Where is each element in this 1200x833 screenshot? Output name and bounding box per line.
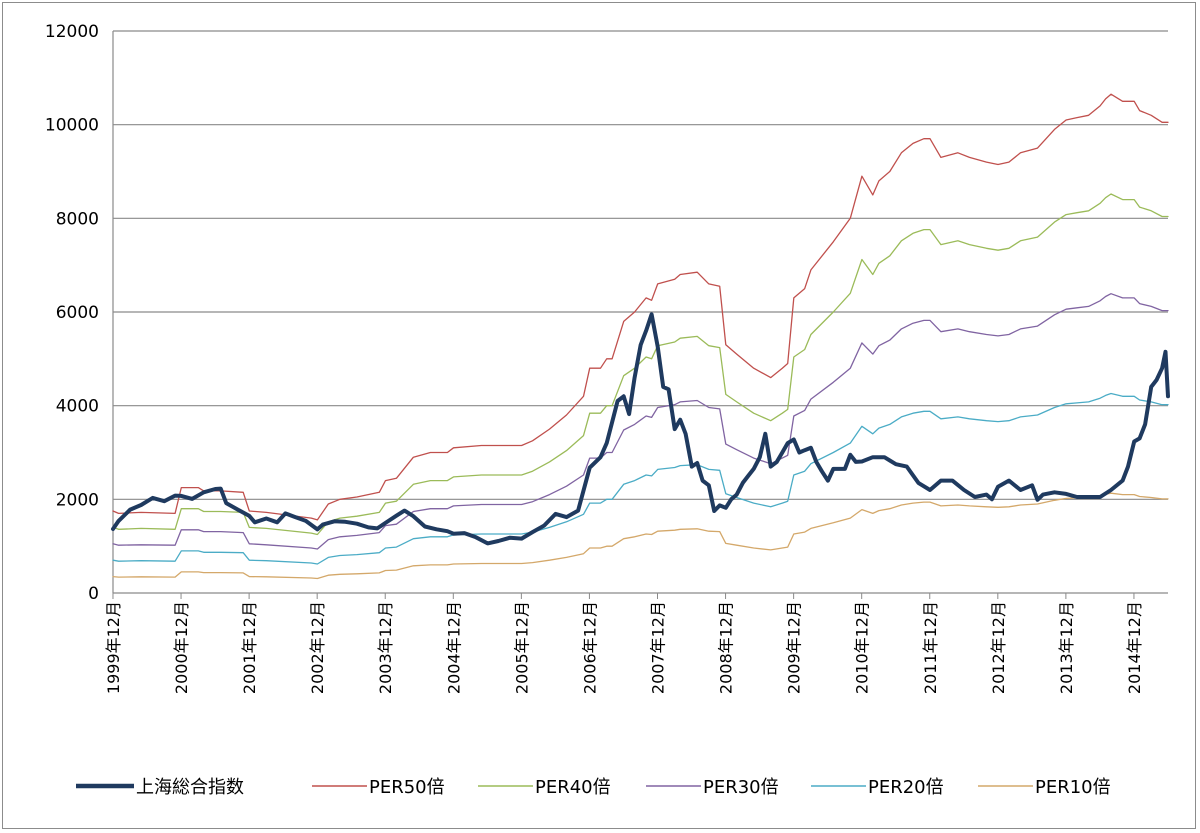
series-line-3	[112, 293, 1169, 550]
series-line-1	[112, 93, 1169, 521]
series-line-5	[112, 492, 1169, 580]
y-tick-label: 4000	[56, 397, 99, 417]
gridlines	[113, 30, 1168, 500]
y-tick-label: 0	[88, 584, 99, 604]
y-tick-label: 6000	[56, 303, 99, 323]
legend: 上海総合指数 PER50倍 PER40倍 PER30倍 PER20倍 PER10倍	[76, 777, 1111, 798]
x-tick-label: 2011年12月	[921, 601, 940, 694]
x-tick-label: 2005年12月	[512, 601, 531, 694]
x-tick-label: 2007年12月	[648, 601, 667, 694]
legend-label-3: PER30倍	[703, 777, 779, 798]
x-tick-label: 2000年12月	[172, 601, 191, 694]
y-tick-label: 2000	[56, 490, 99, 510]
legend-label-2: PER40倍	[535, 777, 611, 798]
y-axis-tick-labels: 0 2000 4000 6000 8000 10000 12000	[45, 22, 99, 604]
y-tick-label: 10000	[45, 116, 99, 136]
x-tick-label: 2002年12月	[308, 601, 327, 694]
x-tick-label: 2012年12月	[989, 601, 1008, 694]
x-axis-tick-labels: 1999年12月 2000年12月 2001年12月 2002年12月 2003年12月…	[104, 601, 1144, 694]
x-tick-label: 1999年12月	[104, 601, 123, 694]
x-tick-label: 2004年12月	[444, 601, 463, 694]
series-line-2	[112, 193, 1169, 536]
x-axis	[112, 31, 1168, 599]
series-lines	[111, 93, 1170, 580]
x-tick-label: 2013年12月	[1057, 601, 1076, 694]
y-tick-label: 8000	[56, 209, 99, 229]
x-tick-label: 2001年12月	[240, 601, 259, 694]
x-tick-label: 2010年12月	[853, 601, 872, 694]
x-tick-label: 2008年12月	[717, 601, 736, 694]
legend-label-5: PER10倍	[1035, 777, 1111, 798]
legend-label-0: 上海総合指数	[136, 777, 244, 798]
x-tick-label: 2006年12月	[580, 601, 599, 694]
series-line-0	[111, 312, 1170, 546]
series-line-4	[112, 392, 1169, 565]
x-tick-label: 2009年12月	[785, 601, 804, 694]
x-tick-label: 2014年12月	[1125, 601, 1144, 694]
legend-label-4: PER20倍	[868, 777, 944, 798]
legend-label-1: PER50倍	[369, 777, 445, 798]
y-tick-label: 12000	[45, 22, 99, 42]
x-tick-label: 2003年12月	[376, 601, 395, 694]
